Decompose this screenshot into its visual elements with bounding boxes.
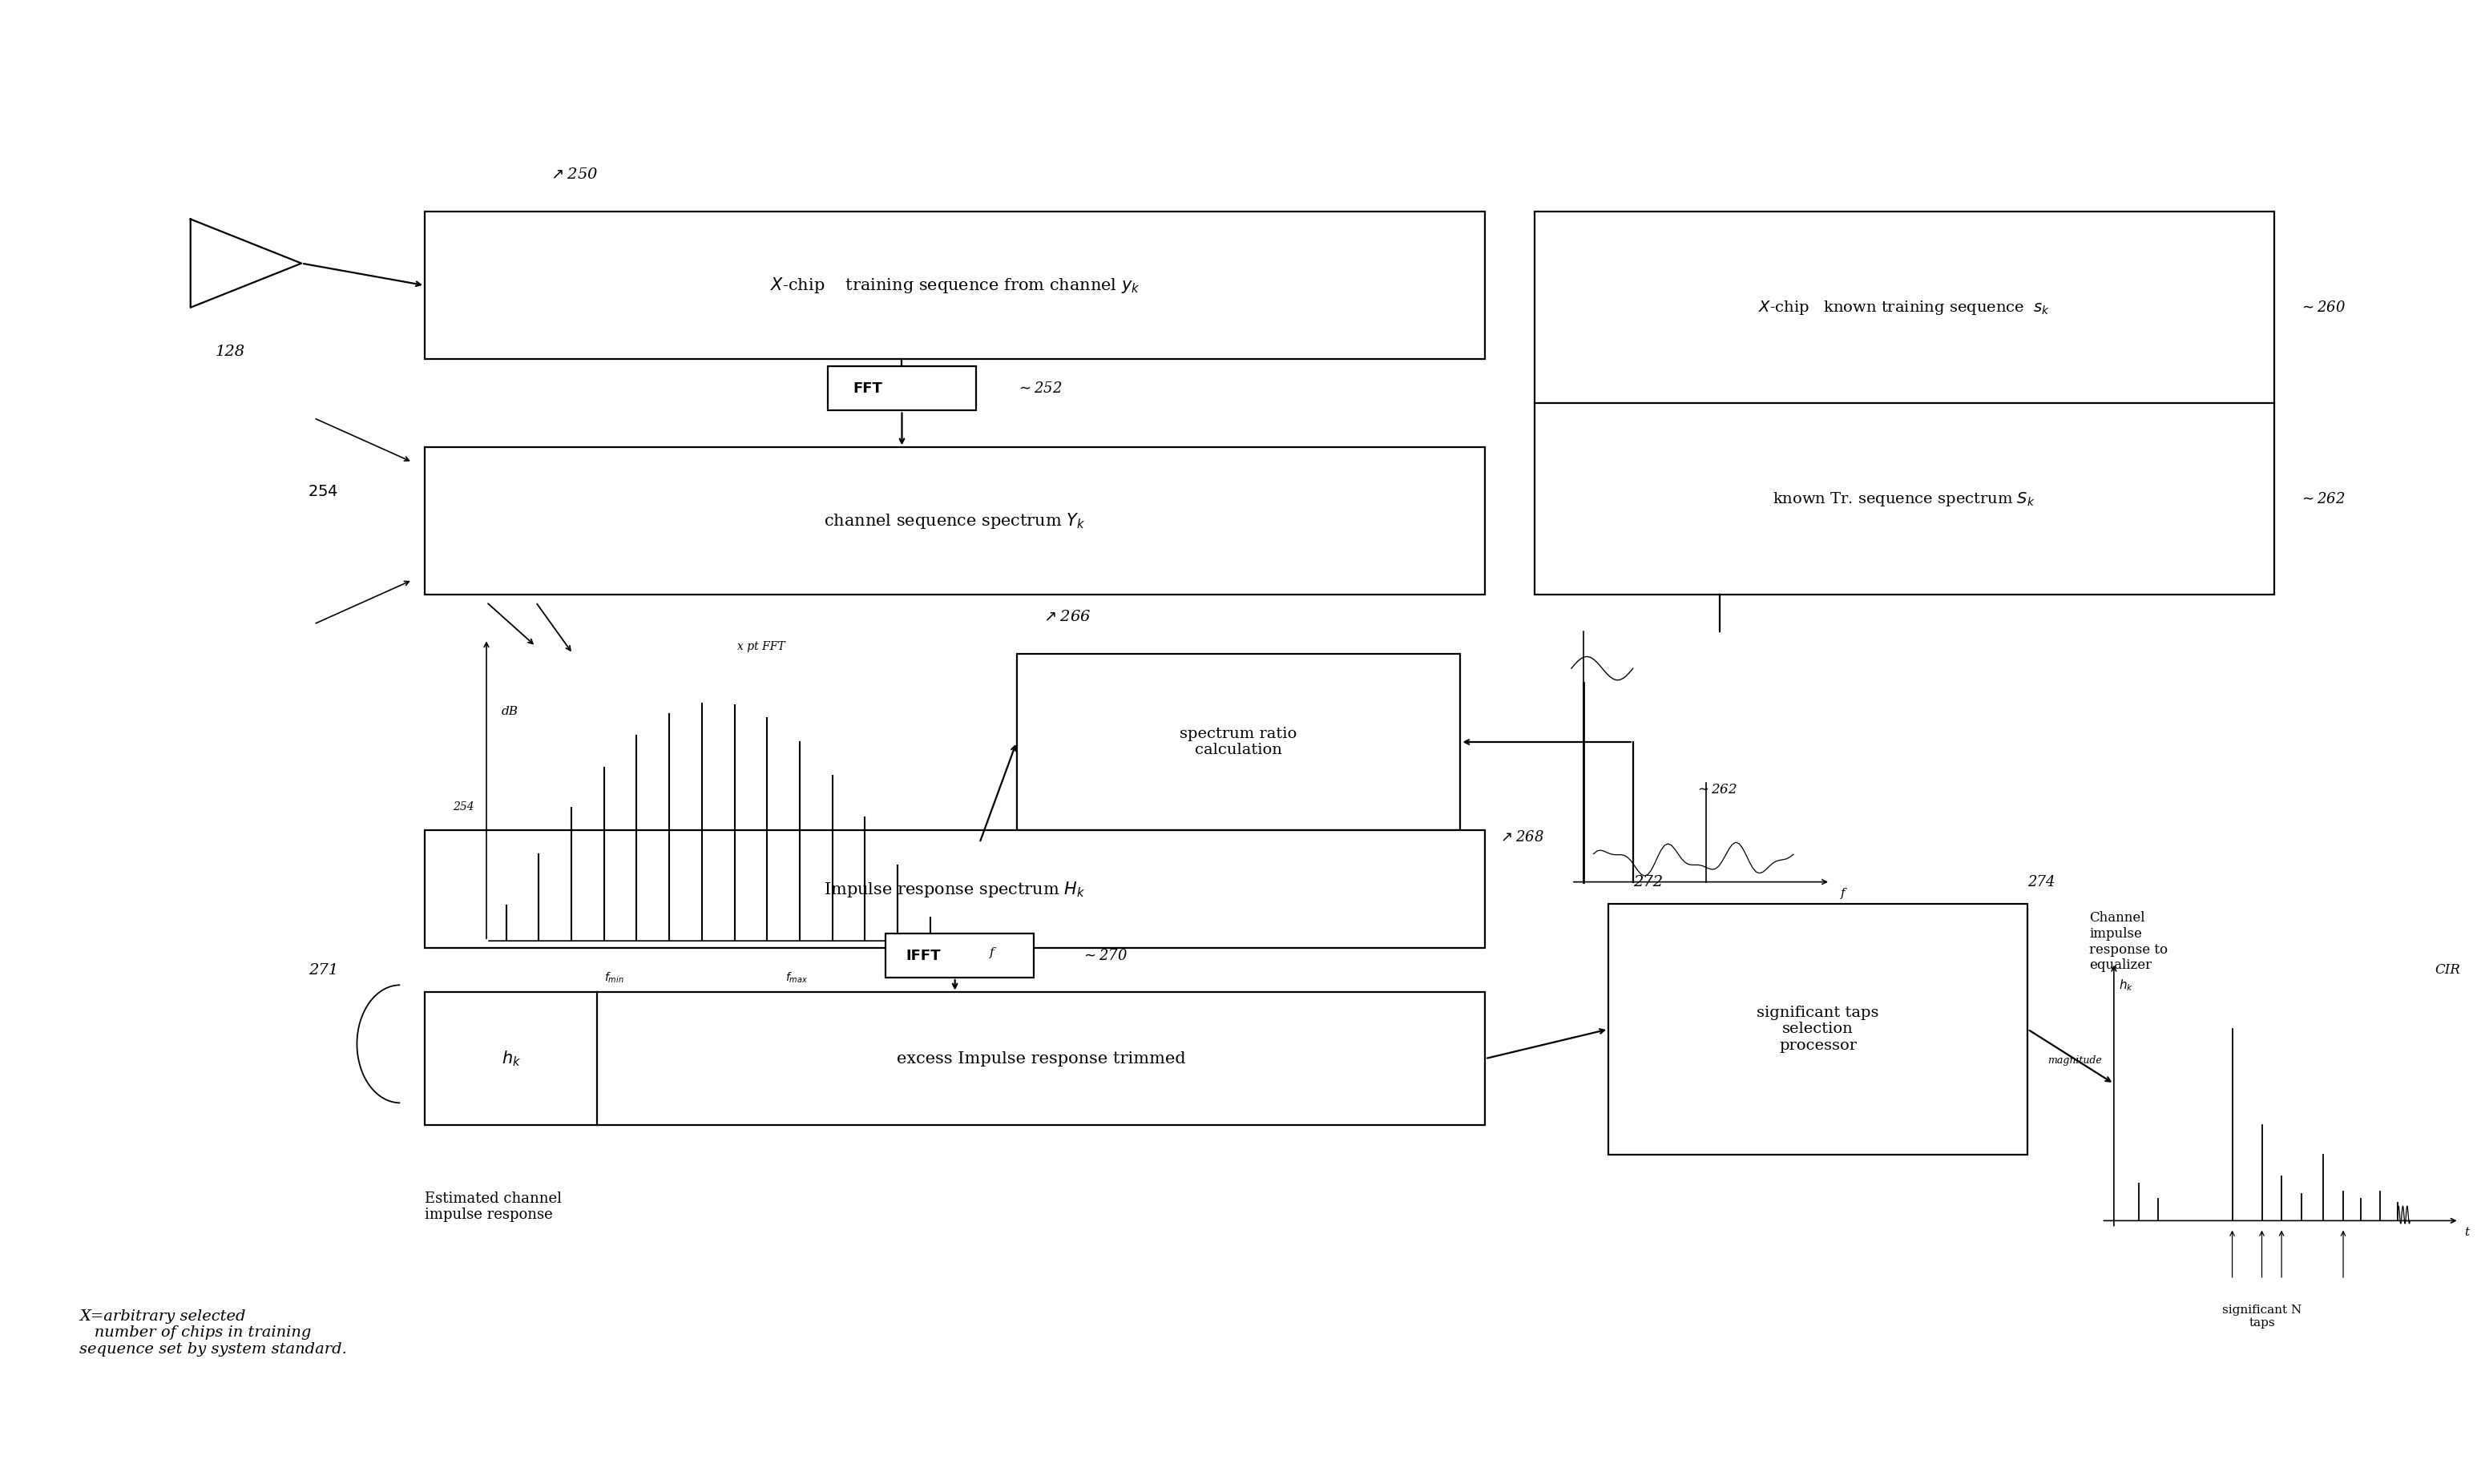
Text: Estimated channel
impulse response: Estimated channel impulse response xyxy=(424,1192,562,1223)
Text: f: f xyxy=(1840,887,1845,899)
Text: excess Impulse response trimmed: excess Impulse response trimmed xyxy=(897,1051,1186,1067)
Text: Impulse response spectrum $H_k$: Impulse response spectrum $H_k$ xyxy=(825,880,1085,899)
Text: x pt FFT: x pt FFT xyxy=(738,641,785,651)
Text: CIR: CIR xyxy=(2435,963,2460,976)
Text: spectrum ratio
calculation: spectrum ratio calculation xyxy=(1179,727,1298,757)
Text: $f_{min}$: $f_{min}$ xyxy=(604,971,624,984)
Text: significant taps
selection
processor: significant taps selection processor xyxy=(1756,1005,1880,1054)
FancyBboxPatch shape xyxy=(424,831,1486,948)
Text: FFT: FFT xyxy=(852,381,882,396)
Text: $\nearrow$250: $\nearrow$250 xyxy=(547,168,597,183)
Text: $\sim$260: $\sim$260 xyxy=(2299,300,2346,315)
Text: $\sim$262: $\sim$262 xyxy=(2299,491,2346,506)
Text: 271: 271 xyxy=(310,963,339,978)
Text: $\sim$270: $\sim$270 xyxy=(1080,948,1127,963)
Text: $\sim$262: $\sim$262 xyxy=(1694,784,1736,797)
Text: significant N
taps: significant N taps xyxy=(2222,1304,2301,1328)
Text: known Tr. sequence spectrum $S_k$: known Tr. sequence spectrum $S_k$ xyxy=(1774,490,2036,508)
FancyBboxPatch shape xyxy=(424,993,1486,1125)
Text: 274: 274 xyxy=(2029,874,2056,889)
Text: $\nearrow$266: $\nearrow$266 xyxy=(1040,610,1090,623)
Text: 254: 254 xyxy=(453,801,473,812)
FancyBboxPatch shape xyxy=(1016,653,1461,831)
Text: dB: dB xyxy=(500,706,518,717)
FancyBboxPatch shape xyxy=(1608,904,2029,1155)
Text: $X$-chip    training sequence from channel $y_k$: $X$-chip training sequence from channel … xyxy=(770,276,1139,295)
Text: $f_{max}$: $f_{max}$ xyxy=(785,971,808,984)
Text: f: f xyxy=(991,947,993,959)
FancyBboxPatch shape xyxy=(424,447,1486,595)
Text: Channel
impulse
response to
equalizer: Channel impulse response to equalizer xyxy=(2088,911,2167,972)
Text: $X$-chip   known training sequence  $s_k$: $X$-chip known training sequence $s_k$ xyxy=(1759,298,2051,316)
Text: $\nearrow$268: $\nearrow$268 xyxy=(1499,831,1543,844)
FancyBboxPatch shape xyxy=(1533,212,2274,595)
Text: 128: 128 xyxy=(215,344,245,359)
Text: $h_k$: $h_k$ xyxy=(2118,978,2133,993)
Text: $h_k$: $h_k$ xyxy=(500,1049,520,1068)
Text: 272: 272 xyxy=(1632,874,1662,889)
Text: $\sim$252: $\sim$252 xyxy=(1016,381,1063,396)
Text: IFFT: IFFT xyxy=(907,948,941,963)
Text: $\mathit{254}$: $\mathit{254}$ xyxy=(307,484,339,499)
FancyBboxPatch shape xyxy=(424,212,1486,359)
FancyBboxPatch shape xyxy=(827,367,976,411)
FancyBboxPatch shape xyxy=(887,933,1033,978)
Text: magnitude: magnitude xyxy=(2048,1055,2100,1066)
Text: X=arbitrary selected
   number of chips in training
sequence set by system stand: X=arbitrary selected number of chips in … xyxy=(79,1309,347,1356)
Text: channel sequence spectrum $Y_k$: channel sequence spectrum $Y_k$ xyxy=(825,512,1085,531)
Text: t: t xyxy=(2465,1227,2470,1238)
